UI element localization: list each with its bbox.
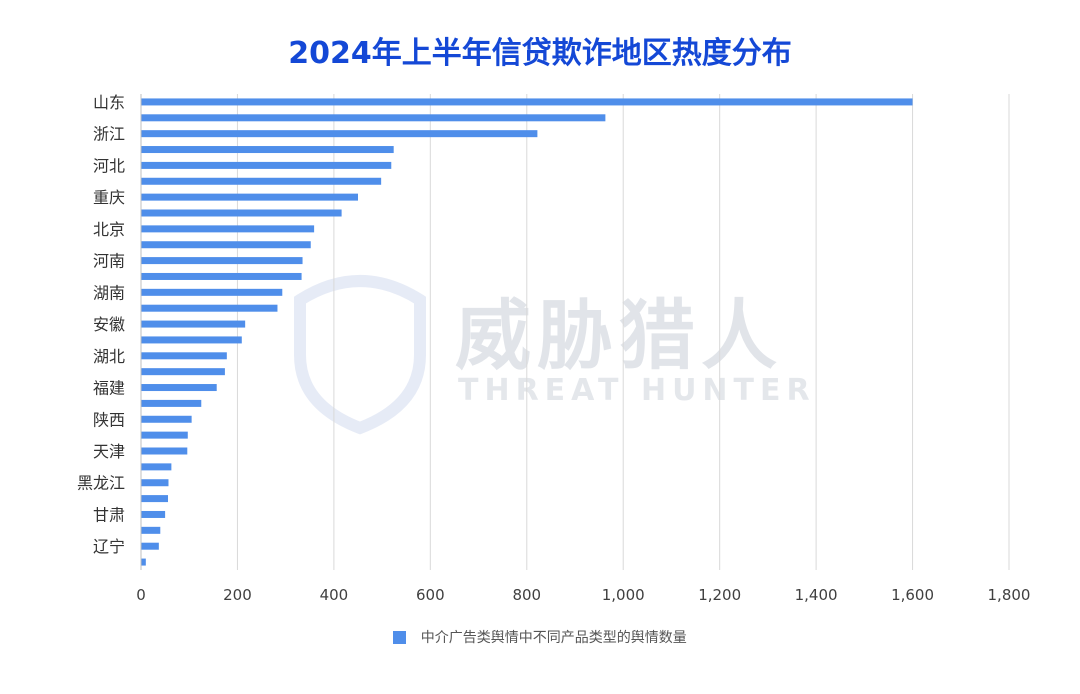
- y-category-label: 浙江: [93, 125, 125, 144]
- bar: [141, 320, 246, 328]
- bar: [141, 352, 227, 360]
- grid-lines: [236, 94, 1010, 570]
- x-tick-label: 200: [223, 586, 252, 604]
- y-category-label: 重庆: [93, 188, 125, 207]
- bar: [141, 495, 169, 503]
- x-tick-label: 400: [320, 586, 349, 604]
- bar: [141, 304, 278, 312]
- bar: [141, 146, 394, 154]
- bar: [141, 288, 283, 296]
- watermark-text-cn: 威胁猎人: [455, 291, 783, 380]
- bar: [141, 209, 342, 217]
- bar: [141, 368, 225, 376]
- axes: 0 200 400 600 800 1,000 1,200 1,400 1,600 1,800 山东…: [77, 93, 1030, 604]
- x-tick-label: 600: [416, 586, 445, 604]
- y-category-label: 安徽: [93, 315, 125, 334]
- bar: [141, 384, 217, 392]
- x-tick-label: 1,000: [602, 586, 645, 604]
- y-category-label: 辽宁: [93, 537, 125, 556]
- y-category-label: 北京: [93, 220, 125, 239]
- x-tick-label: 1,800: [988, 586, 1031, 604]
- bar: [141, 177, 382, 185]
- y-category-label: 福建: [93, 379, 125, 398]
- x-tick-label: 1,600: [891, 586, 934, 604]
- y-category-label: 黑龙江: [77, 474, 125, 493]
- bar: [141, 558, 146, 566]
- bar: [141, 241, 311, 249]
- bar: [141, 130, 538, 138]
- legend: 中介广告类舆情中不同产品类型的舆情数量: [0, 627, 1080, 647]
- shield-icon: [294, 275, 426, 435]
- bar: [141, 431, 188, 439]
- bar: [141, 193, 358, 201]
- watermark-text-en: THREAT HUNTER: [458, 373, 816, 408]
- y-category-label: 河北: [93, 156, 125, 175]
- y-category-label: 陕西: [93, 410, 125, 429]
- y-category-label: 山东: [93, 93, 125, 112]
- bar: [141, 510, 166, 518]
- bar: [141, 447, 188, 455]
- x-tick-label: 0: [136, 586, 146, 604]
- bar: [141, 225, 315, 233]
- bar: [141, 526, 161, 534]
- bar: [141, 479, 169, 487]
- bar: [141, 257, 303, 265]
- y-category-label: 甘肃: [93, 505, 125, 524]
- bar: [141, 463, 172, 471]
- y-category-label: 天津: [93, 442, 125, 461]
- bar: [141, 415, 192, 423]
- x-tick-label: 800: [512, 586, 541, 604]
- bar: [141, 161, 392, 169]
- bar: [141, 336, 242, 344]
- x-tick-label: 1,400: [795, 586, 838, 604]
- bar: [141, 272, 302, 280]
- bar-series: [141, 98, 913, 566]
- watermark-logo: 威胁猎人 THREAT HUNTER: [294, 275, 816, 435]
- y-category-label: 湖南: [93, 283, 125, 302]
- bar: [141, 542, 159, 550]
- bar: [141, 399, 202, 407]
- bar: [141, 98, 913, 106]
- bar: [141, 114, 606, 122]
- legend-swatch: [393, 631, 407, 644]
- x-tick-label: 1,200: [698, 586, 741, 604]
- y-category-label: 湖北: [93, 347, 125, 366]
- chart-title: 2024年上半年信贷欺诈地区热度分布: [288, 36, 792, 71]
- y-category-label: 河南: [93, 252, 125, 271]
- legend-label: 中介广告类舆情中不同产品类型的舆情数量: [420, 630, 687, 646]
